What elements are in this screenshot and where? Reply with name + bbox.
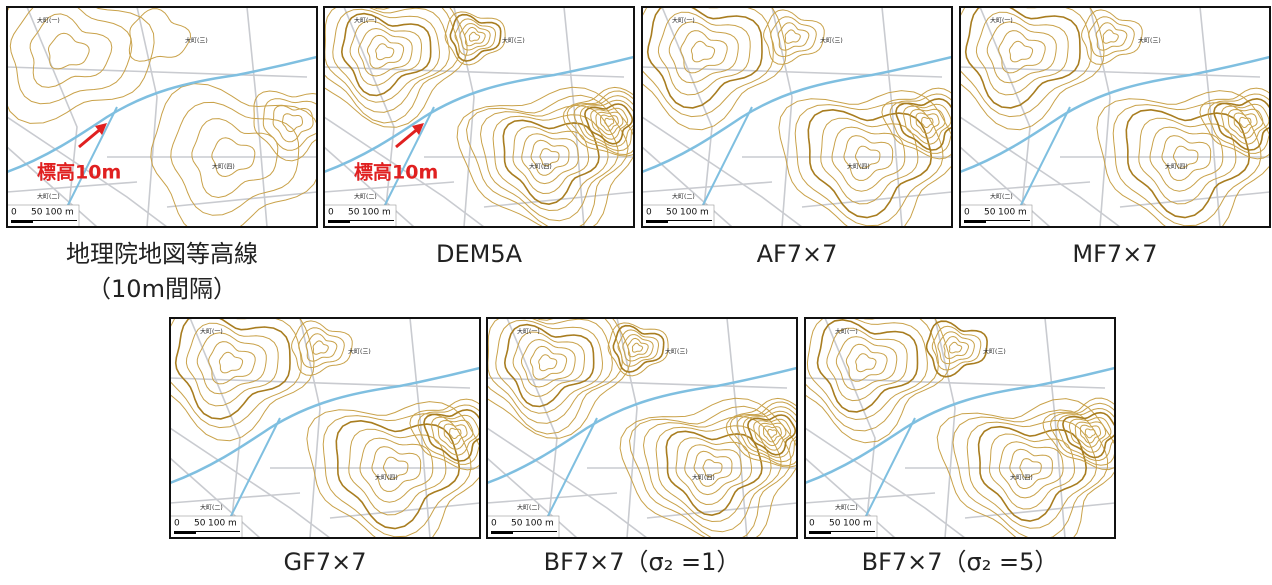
map-panel: 大町(一) 大町(三) 大町(四) 大町(二) 0 50100 m bbox=[626, 0, 967, 239]
scale-bar bbox=[33, 220, 77, 221]
map-panel: 大町(一) 大町(三) 大町(四) 大町(二) 0 50100 m bbox=[944, 0, 1272, 239]
map-label: 大町(三) bbox=[1138, 37, 1161, 45]
map-label: 大町(四) bbox=[212, 163, 235, 171]
map-label: 大町(四) bbox=[375, 474, 398, 482]
scale-label: 100 m bbox=[525, 519, 554, 529]
map-label: 大町(二) bbox=[517, 504, 540, 512]
map-label: 大町(三) bbox=[983, 348, 1006, 356]
scale-bar bbox=[196, 531, 240, 532]
caption: （10m間隔） bbox=[87, 275, 237, 303]
map-label: 大町(一) bbox=[200, 328, 223, 336]
map-panel: 大町(一) 大町(三) 大町(四) 大町(二) 0 50100 m 標高10m bbox=[0, 0, 334, 237]
map-label: 大町(四) bbox=[529, 163, 552, 171]
map-label: 大町(四) bbox=[1010, 474, 1033, 482]
map-label: 大町(二) bbox=[200, 504, 223, 512]
scale-bar bbox=[174, 531, 196, 534]
caption: MF7×7 bbox=[1072, 240, 1157, 268]
scale-bar bbox=[809, 531, 831, 534]
caption: 地理院地図等高線 bbox=[66, 240, 258, 268]
map-label: 大町(一) bbox=[990, 17, 1013, 25]
scale-label: 0 bbox=[491, 519, 497, 529]
map-label: 大町(二) bbox=[354, 193, 377, 201]
caption: AF7×7 bbox=[757, 240, 838, 268]
scale-label: 100 m bbox=[208, 519, 237, 529]
scale-bar bbox=[513, 531, 557, 532]
scale-bar bbox=[11, 220, 33, 223]
scale-label: 50 bbox=[348, 208, 360, 218]
annotation: 標高10m bbox=[37, 161, 121, 184]
scale-bar bbox=[350, 220, 394, 221]
caption: DEM5A bbox=[436, 240, 523, 268]
scale-bar bbox=[964, 220, 986, 223]
caption: GF7×7 bbox=[283, 548, 366, 576]
scale-label: 100 m bbox=[680, 208, 709, 218]
scale-label: 0 bbox=[328, 208, 334, 218]
map-label: 大町(四) bbox=[692, 474, 715, 482]
map-label: 大町(三) bbox=[502, 37, 525, 45]
map-panel: 大町(一) 大町(三) 大町(四) 大町(二) 0 50100 m bbox=[786, 303, 1130, 551]
scale-bar bbox=[491, 531, 513, 534]
map-label: 大町(三) bbox=[185, 37, 208, 45]
map-label: 大町(四) bbox=[847, 163, 870, 171]
annotation: 標高10m bbox=[354, 161, 438, 184]
figure: 大町(一)大町(三)大町(四)大町(二)050100 m標高10m地理院地図等高… bbox=[0, 0, 1272, 581]
map-panel: 大町(一) 大町(三) 大町(四) 大町(二) 0 50100 m 標高10m bbox=[304, 0, 648, 235]
scale-label: 0 bbox=[174, 519, 180, 529]
scale-bar bbox=[986, 220, 1030, 221]
scale-label: 100 m bbox=[843, 519, 872, 529]
map-content: 大町(一) 大町(三) 大町(四) 大町(二) 0 50100 m 標高10m bbox=[0, 0, 334, 237]
scale-bar bbox=[328, 220, 350, 223]
scale-label: 50 bbox=[194, 519, 206, 529]
map-label: 大町(二) bbox=[990, 193, 1013, 201]
map-content: 大町(一) 大町(三) 大町(四) 大町(二) 0 50100 m 標高10m bbox=[304, 0, 648, 235]
map-label: 大町(三) bbox=[820, 37, 843, 45]
scale-label: 0 bbox=[809, 519, 815, 529]
scale-label: 100 m bbox=[362, 208, 391, 218]
map-label: 大町(一) bbox=[37, 17, 60, 25]
map-label: 大町(一) bbox=[835, 328, 858, 336]
scale-label: 50 bbox=[984, 208, 996, 218]
map-content: 大町(一) 大町(三) 大町(四) 大町(二) 0 50100 m bbox=[786, 303, 1130, 551]
scale-label: 0 bbox=[11, 208, 17, 218]
map-label: 大町(二) bbox=[672, 193, 695, 201]
map-label: 大町(一) bbox=[354, 17, 377, 25]
map-label: 大町(二) bbox=[835, 504, 858, 512]
scale-label: 50 bbox=[31, 208, 43, 218]
scale-bar bbox=[646, 220, 668, 223]
map-label: 大町(一) bbox=[517, 328, 540, 336]
map-label: 大町(四) bbox=[1165, 163, 1188, 171]
scale-label: 0 bbox=[964, 208, 970, 218]
map-label: 大町(一) bbox=[672, 17, 695, 25]
scale-bar bbox=[668, 220, 712, 221]
scale-label: 50 bbox=[829, 519, 841, 529]
map-label: 大町(二) bbox=[37, 193, 60, 201]
scale-bar bbox=[831, 531, 875, 532]
scale-label: 50 bbox=[666, 208, 678, 218]
scale-label: 0 bbox=[646, 208, 652, 218]
map-label: 大町(三) bbox=[665, 348, 688, 356]
map-content: 大町(一) 大町(三) 大町(四) 大町(二) 0 50100 m bbox=[944, 0, 1272, 239]
page: {"panels": [ {"caption": ["地理院地図等高線", "（… bbox=[0, 0, 1272, 585]
caption: BF7×7（σ₂ =5） bbox=[862, 548, 1059, 576]
scale-label: 50 bbox=[511, 519, 523, 529]
scale-label: 100 m bbox=[998, 208, 1027, 218]
map-label: 大町(三) bbox=[348, 348, 371, 356]
scale-label: 100 m bbox=[45, 208, 74, 218]
caption: BF7×7（σ₂ =1） bbox=[544, 548, 741, 576]
